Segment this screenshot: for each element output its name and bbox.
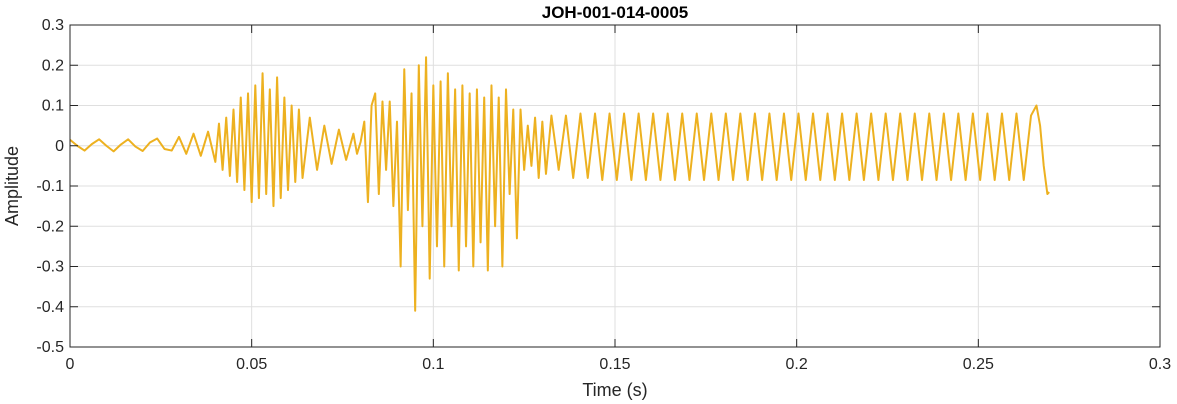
signal-series (69, 56, 1050, 312)
chart-title: JOH-001-014-0005 (542, 3, 688, 22)
y-tick-label: -0.1 (36, 178, 64, 195)
x-tick-label: 0 (66, 356, 75, 373)
y-axis-label: Amplitude (2, 146, 22, 226)
x-tick-labels: 0 0.05 0.1 0.15 0.2 0.25 0.3 (66, 356, 1172, 373)
y-tick-labels: -0.5 -0.4 -0.3 -0.2 -0.1 0 0.1 0.2 0.3 (36, 17, 64, 356)
x-tick-label: 0.25 (963, 356, 994, 373)
x-tick-label: 0.1 (422, 356, 444, 373)
y-tick-label: -0.4 (36, 299, 64, 316)
y-tick-label: -0.2 (36, 218, 64, 235)
y-tick-label: -0.3 (36, 259, 64, 276)
signal-line (69, 56, 1050, 312)
x-tick-label: 0.3 (1149, 356, 1171, 373)
x-tick-label: 0.15 (599, 356, 630, 373)
y-tick-label: -0.5 (36, 339, 64, 356)
y-tick-label: 0.3 (42, 17, 64, 34)
x-tick-label: 0.05 (236, 356, 267, 373)
y-tick-label: 0.1 (42, 98, 64, 115)
y-tick-label: 0 (55, 138, 64, 155)
y-tick-label: 0.2 (42, 57, 64, 74)
axis-ticks (69, 24, 1161, 348)
x-tick-label: 0.2 (786, 356, 808, 373)
x-axis-label: Time (s) (582, 380, 647, 400)
